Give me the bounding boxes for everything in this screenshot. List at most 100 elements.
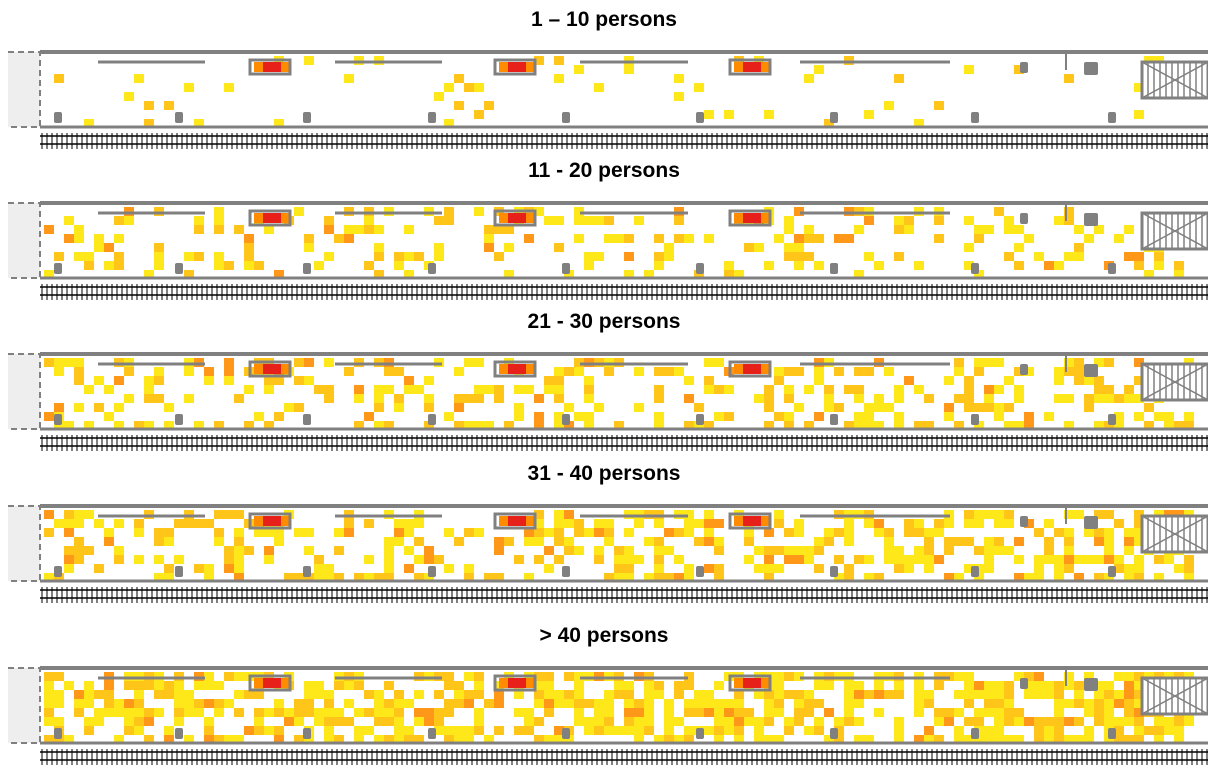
heat-cell: [1154, 412, 1164, 421]
heat-cell: [974, 546, 984, 555]
heat-cell: [924, 555, 934, 564]
heat-cell: [234, 573, 244, 582]
heat-cell: [864, 573, 874, 582]
heat-cell: [584, 699, 594, 708]
heat-cell: [64, 510, 74, 519]
heat-cell: [654, 394, 664, 403]
heat-cell: [504, 537, 514, 546]
heat-cell: [714, 708, 724, 717]
heat-cell: [754, 726, 764, 735]
heat-cell: [1044, 690, 1054, 699]
heat-cell: [814, 376, 824, 385]
heat-cell: [84, 252, 94, 261]
bench-icon: [728, 674, 772, 692]
heat-cell: [1104, 421, 1114, 430]
heat-cell: [1064, 672, 1074, 681]
heat-cell: [204, 717, 214, 726]
heat-cell: [64, 546, 74, 555]
heat-cell: [1094, 681, 1104, 690]
heat-cell: [784, 367, 794, 376]
heat-cell: [44, 699, 54, 708]
heat-cell: [894, 225, 904, 234]
heat-cell: [754, 394, 764, 403]
heat-cell: [434, 252, 444, 261]
heat-cell: [414, 708, 424, 717]
heat-cell: [384, 681, 394, 690]
heat-cell: [1104, 510, 1114, 519]
heat-cell: [374, 735, 384, 744]
heat-cell: [74, 234, 84, 243]
heat-cell: [854, 394, 864, 403]
heat-cell: [844, 690, 854, 699]
heat-cell: [94, 376, 104, 385]
heat-cell: [184, 252, 194, 261]
heat-cell: [544, 672, 554, 681]
heat-cell: [654, 573, 664, 582]
heat-cell: [984, 385, 994, 394]
heat-cell: [434, 216, 444, 225]
heat-cell: [1064, 216, 1074, 225]
heat-cell: [564, 270, 574, 279]
heat-cell: [724, 412, 734, 421]
heat-cell: [1134, 537, 1144, 546]
heat-cell: [784, 528, 794, 537]
heat-cell: [1004, 717, 1014, 726]
heat-cell: [1084, 726, 1094, 735]
heat-cell: [404, 270, 414, 279]
heat-cell: [714, 717, 724, 726]
heat-cell: [274, 376, 284, 385]
heat-cell: [544, 385, 554, 394]
heat-cell: [94, 717, 104, 726]
heat-hotspot: [499, 364, 508, 374]
heat-cell: [1104, 708, 1114, 717]
heat-cell: [994, 726, 1004, 735]
heat-cell: [864, 519, 874, 528]
heat-cell: [1034, 717, 1044, 726]
heat-cell: [1074, 367, 1084, 376]
heat-cell: [564, 735, 574, 744]
heat-cell: [164, 564, 174, 573]
heat-cell: [804, 708, 814, 717]
heat-cell: [124, 699, 134, 708]
heat-cell: [44, 270, 54, 279]
heat-cell: [284, 573, 294, 582]
heat-cell: [964, 385, 974, 394]
heat-cell: [234, 546, 244, 555]
heat-cell: [94, 690, 104, 699]
heat-cell: [764, 708, 774, 717]
heat-cell: [74, 376, 84, 385]
heat-cell: [184, 394, 194, 403]
heat-cell: [1134, 726, 1144, 735]
heat-cell: [674, 735, 684, 744]
heat-cell: [1114, 421, 1124, 430]
heat-cell: [994, 708, 1004, 717]
heat-cell: [854, 717, 864, 726]
heat-cell: [774, 546, 784, 555]
heat-cell: [154, 376, 164, 385]
heat-cell: [124, 367, 134, 376]
heat-cell: [394, 261, 404, 270]
heat-cell: [764, 735, 774, 744]
heat-cell: [1134, 717, 1144, 726]
heat-cell: [1034, 690, 1044, 699]
heat-cell: [784, 385, 794, 394]
heat-cell: [224, 699, 234, 708]
heat-cell: [834, 735, 844, 744]
heat-cell: [534, 699, 544, 708]
heat-cell: [884, 690, 894, 699]
heat-cell: [654, 252, 664, 261]
heat-cell: [914, 555, 924, 564]
heat-cell: [464, 83, 474, 92]
heat-cell: [524, 234, 534, 243]
heat-cell: [424, 421, 434, 430]
platform-panel: 21 - 30 persons: [0, 308, 1208, 460]
heat-cell: [1004, 403, 1014, 412]
heat-cell: [954, 358, 964, 367]
heat-cell: [154, 690, 164, 699]
heat-cell: [904, 555, 914, 564]
heat-cell: [114, 546, 124, 555]
heat-cell: [454, 367, 464, 376]
heat-cell: [374, 699, 384, 708]
heat-cell: [1144, 403, 1154, 412]
heat-hotspot: [734, 678, 743, 688]
